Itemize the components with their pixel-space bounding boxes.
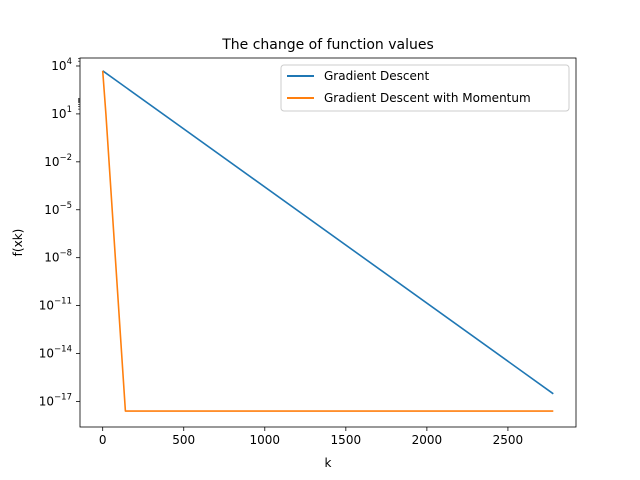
chart-title: The change of function values xyxy=(221,37,434,53)
series-layer xyxy=(101,70,554,412)
series-line-0 xyxy=(102,70,554,395)
y-tick-label: 104 xyxy=(51,57,72,73)
legend-label-gradient-descent: Gradient Descent xyxy=(324,69,430,83)
x-tick-label: 2000 xyxy=(412,433,443,447)
legend-label-momentum: Gradient Descent with Momentum xyxy=(324,91,531,105)
y-axis-label: f(xk) xyxy=(11,229,25,257)
y-tick-label: 10−2 xyxy=(44,153,72,169)
plot-frame-border xyxy=(79,57,577,428)
x-tick-label: 500 xyxy=(172,433,195,447)
plot-area xyxy=(79,57,577,428)
y-tick-label: 101 xyxy=(51,105,72,121)
y-tick-label: 10−5 xyxy=(44,201,72,217)
x-tick-label: 1000 xyxy=(250,433,281,447)
y-tick-label: 10−8 xyxy=(44,249,72,265)
x-tick-label: 0 xyxy=(99,433,107,447)
series-line-1 xyxy=(101,70,554,412)
legend: Gradient Descent Gradient Descent with M… xyxy=(280,64,570,112)
x-axis-label: k xyxy=(325,456,332,470)
y-tick-label: 10−14 xyxy=(39,345,72,361)
plot-background xyxy=(80,58,576,427)
y-tick-label: 10−11 xyxy=(39,297,72,313)
x-axis: 0 500 1000 1500 2000 2500 xyxy=(99,427,523,447)
x-tick-label: 2500 xyxy=(493,433,524,447)
legend-box xyxy=(280,64,570,112)
y-tick-label: 10−17 xyxy=(39,392,72,408)
x-tick-label: 1500 xyxy=(331,433,362,447)
y-axis: 104 101 10−2 10−5 10−8 10−11 10−14 10−17 xyxy=(39,57,80,408)
